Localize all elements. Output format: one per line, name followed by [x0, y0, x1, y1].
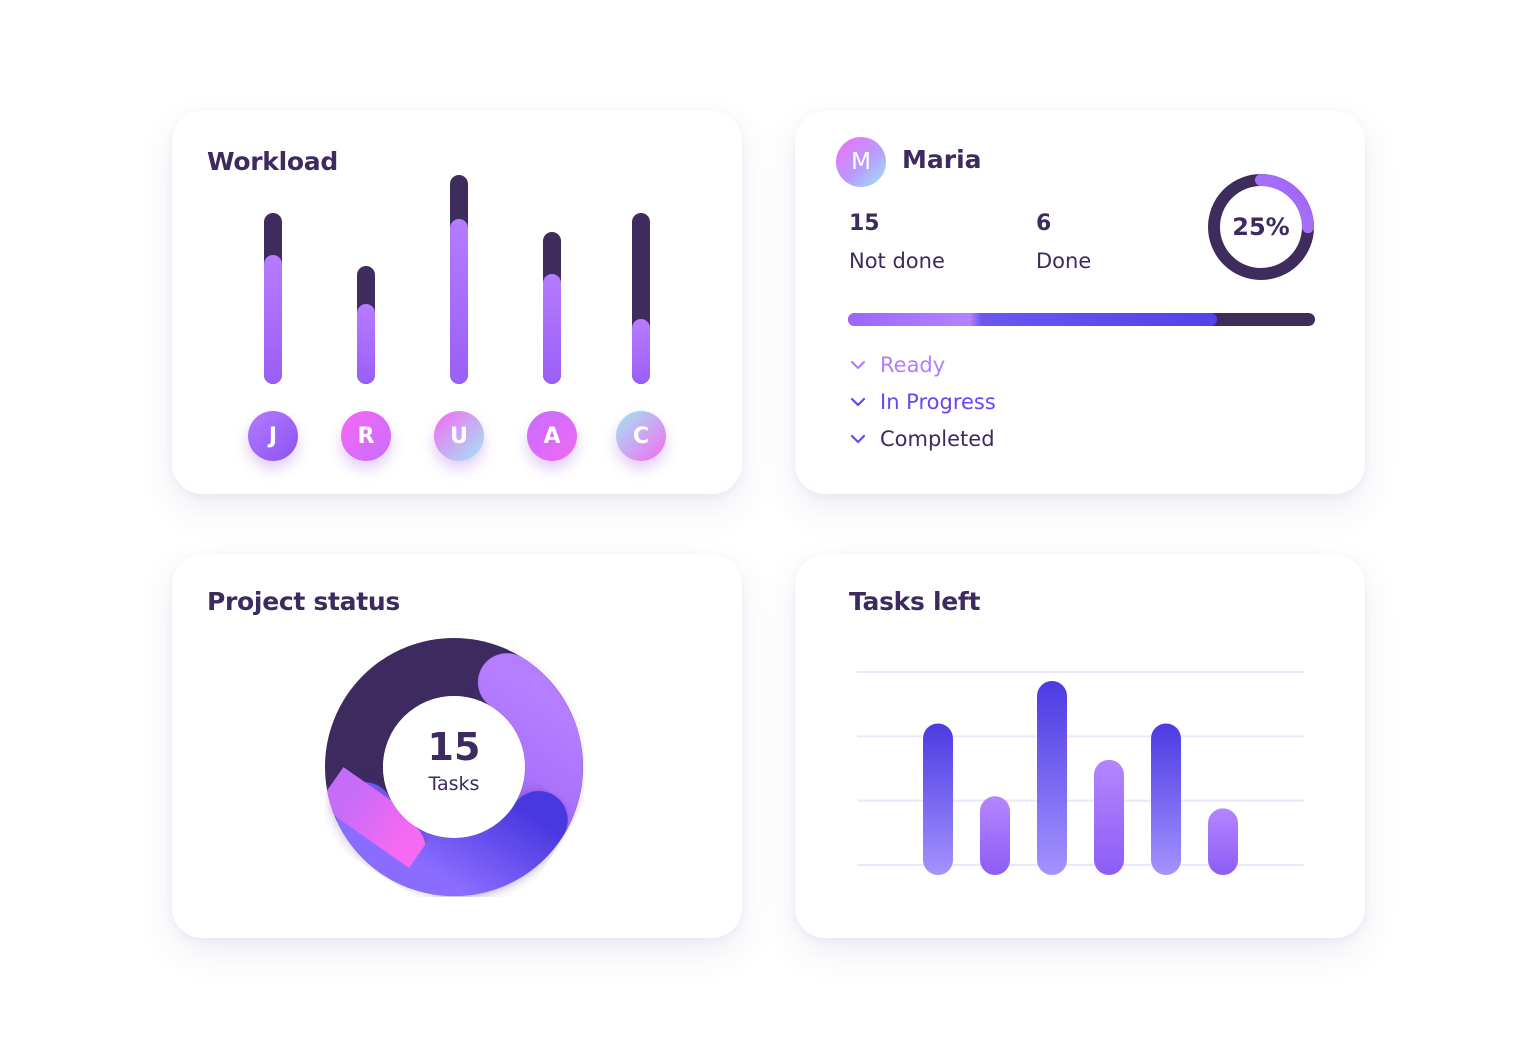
avatar[interactable]: J [248, 411, 298, 461]
donut-segment-pink [326, 757, 426, 878]
donut-center-label: Tasks [428, 773, 480, 795]
project-status-card: Project status 15 Tasks [172, 555, 742, 938]
tasks-left-chart [857, 671, 1304, 875]
avatar[interactable]: M [836, 137, 886, 187]
tasks-left-bar [1208, 808, 1238, 875]
status-ready[interactable]: Ready [848, 350, 945, 380]
tasks-left-bar [923, 723, 953, 875]
tasks-left-title: Tasks left [849, 587, 981, 616]
completion-ring [1208, 174, 1314, 280]
done-label: Done [1036, 249, 1092, 273]
tasks-left-bar [980, 796, 1010, 875]
user-card: M Maria 15 Not done 6 Done 25% Ready In … [795, 111, 1365, 494]
status-completed[interactable]: Completed [848, 424, 995, 454]
completion-percent: 25% [1232, 213, 1290, 241]
avatar[interactable]: C [616, 411, 666, 461]
done-count: 6 [1036, 211, 1052, 236]
workload-bar-j [264, 213, 282, 384]
project-status-title: Project status [207, 587, 400, 616]
chevron-down-icon [850, 434, 866, 444]
chevron-down-icon [850, 360, 866, 370]
user-name: Maria [902, 145, 982, 174]
workload-bar-a [543, 232, 561, 384]
workload-bar-fill [264, 254, 282, 384]
chevron-down-icon [850, 397, 866, 407]
workload-bar-fill [357, 304, 375, 384]
donut-center-value: 15 [427, 725, 481, 769]
workload-bar-fill [632, 319, 650, 384]
status-completed-label: Completed [880, 427, 995, 451]
progress-bar [848, 313, 1315, 326]
avatar[interactable]: A [527, 411, 577, 461]
progress-bar-fill [848, 313, 1217, 326]
workload-bar-u [450, 175, 468, 384]
not-done-label: Not done [849, 249, 945, 273]
workload-bar-c [632, 213, 650, 384]
workload-bar-fill [543, 273, 561, 384]
tasks-left-bar [1094, 759, 1124, 875]
avatar[interactable]: R [341, 411, 391, 461]
workload-bar-r [357, 266, 375, 384]
status-in-progress-label: In Progress [880, 390, 996, 414]
not-done-count: 15 [849, 211, 880, 236]
avatar[interactable]: U [434, 411, 484, 461]
tasks-left-bar [1037, 681, 1067, 875]
tasks-left-card: Tasks left [795, 555, 1365, 938]
workload-title: Workload [207, 147, 338, 176]
workload-bar-fill [450, 218, 468, 384]
status-ready-label: Ready [880, 353, 946, 377]
tasks-left-bar [1151, 723, 1181, 875]
project-status-donut [325, 638, 583, 896]
status-in-progress[interactable]: In Progress [848, 387, 996, 417]
